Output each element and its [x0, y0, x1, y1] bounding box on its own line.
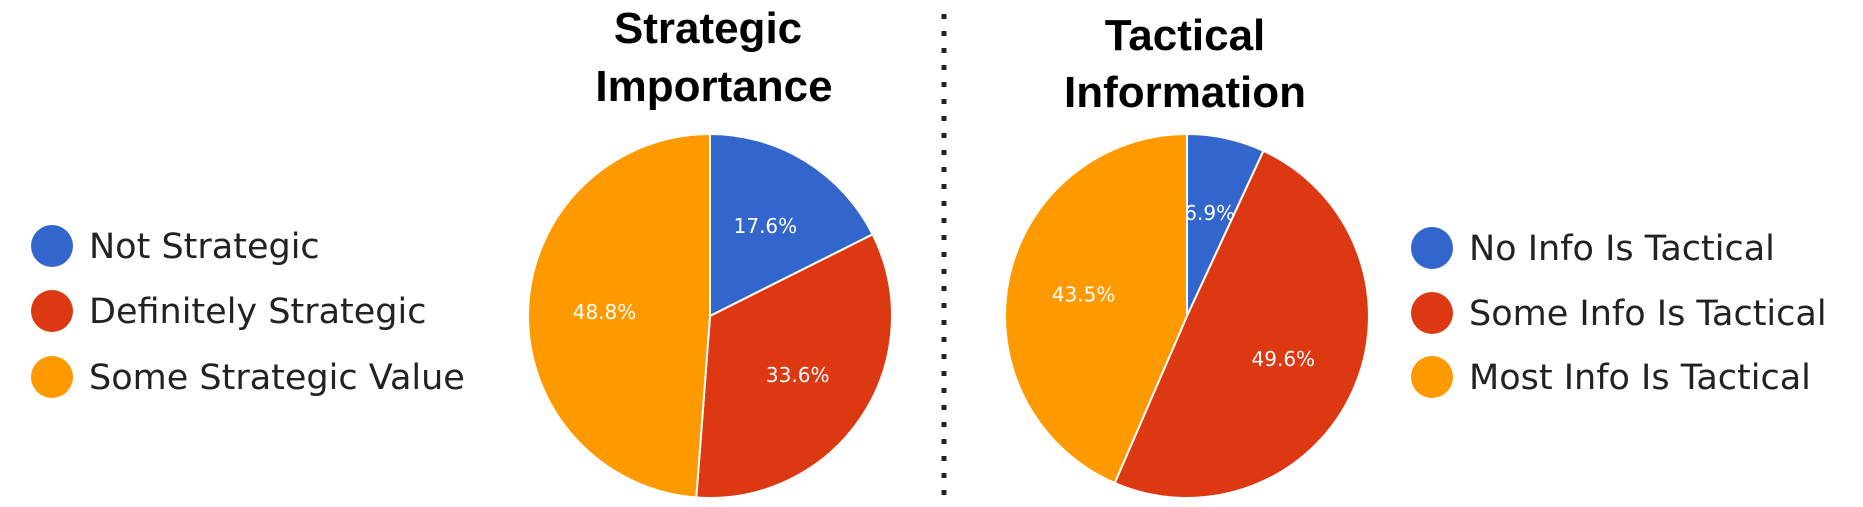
pie-slice: [1004, 132, 1188, 485]
chart1-title-line-2: Importance: [595, 62, 832, 111]
chart1-title-line-1: Strategic: [614, 4, 802, 53]
chart1-legend-item: Definitely Strategic: [31, 290, 426, 332]
chart2-legend: No Info Is Tactical Some Info Is Tactica…: [1411, 227, 1827, 398]
chart2-title-line-1: Tactical: [1105, 11, 1266, 60]
chart2-legend-item: Some Info Is Tactical: [1411, 292, 1827, 334]
slice-value-label: 43.5%: [1052, 283, 1116, 307]
chart1-legend-item: Some Strategic Value: [31, 356, 465, 398]
chart2-legend-item: No Info Is Tactical: [1411, 227, 1775, 269]
pie-slice: [695, 233, 893, 499]
legend-label: Most Info Is Tactical: [1469, 358, 1811, 398]
slice-value-label: 33.6%: [766, 363, 830, 387]
chart2-pie: 6.9% 49.6% 43.5%: [1004, 132, 1370, 499]
pie-slice: [527, 132, 711, 499]
legend-label: Some Strategic Value: [89, 358, 465, 398]
chart2-title: Tactical Information: [1064, 11, 1306, 117]
chart1-title: Strategic Importance: [595, 4, 832, 111]
chart2-legend-item: Most Info Is Tactical: [1411, 356, 1811, 398]
slice-value-label: 48.8%: [573, 300, 637, 324]
chart1-legend-item: Not Strategic: [31, 225, 320, 267]
pie-slice: [709, 132, 875, 318]
legend-swatch: [1411, 227, 1453, 269]
legend-swatch: [31, 225, 73, 267]
legend-label: No Info Is Tactical: [1469, 229, 1775, 269]
slice-value-label: 17.6%: [734, 214, 798, 238]
slice-value-label: 6.9%: [1184, 201, 1235, 225]
legend-swatch: [1411, 356, 1453, 398]
chart1-legend: Not Strategic Definitely Strategic Some …: [31, 225, 465, 398]
pie-slice: [1113, 149, 1370, 499]
legend-label: Not Strategic: [89, 227, 320, 267]
chart1-pie: 17.6% 33.6% 48.8%: [527, 132, 893, 499]
legend-label: Definitely Strategic: [89, 292, 426, 332]
legend-swatch: [31, 356, 73, 398]
slice-value-label: 49.6%: [1252, 347, 1316, 371]
legend-swatch: [1411, 292, 1453, 334]
chart2-title-line-2: Information: [1064, 68, 1306, 117]
legend-label: Some Info Is Tactical: [1469, 294, 1827, 334]
legend-swatch: [31, 290, 73, 332]
